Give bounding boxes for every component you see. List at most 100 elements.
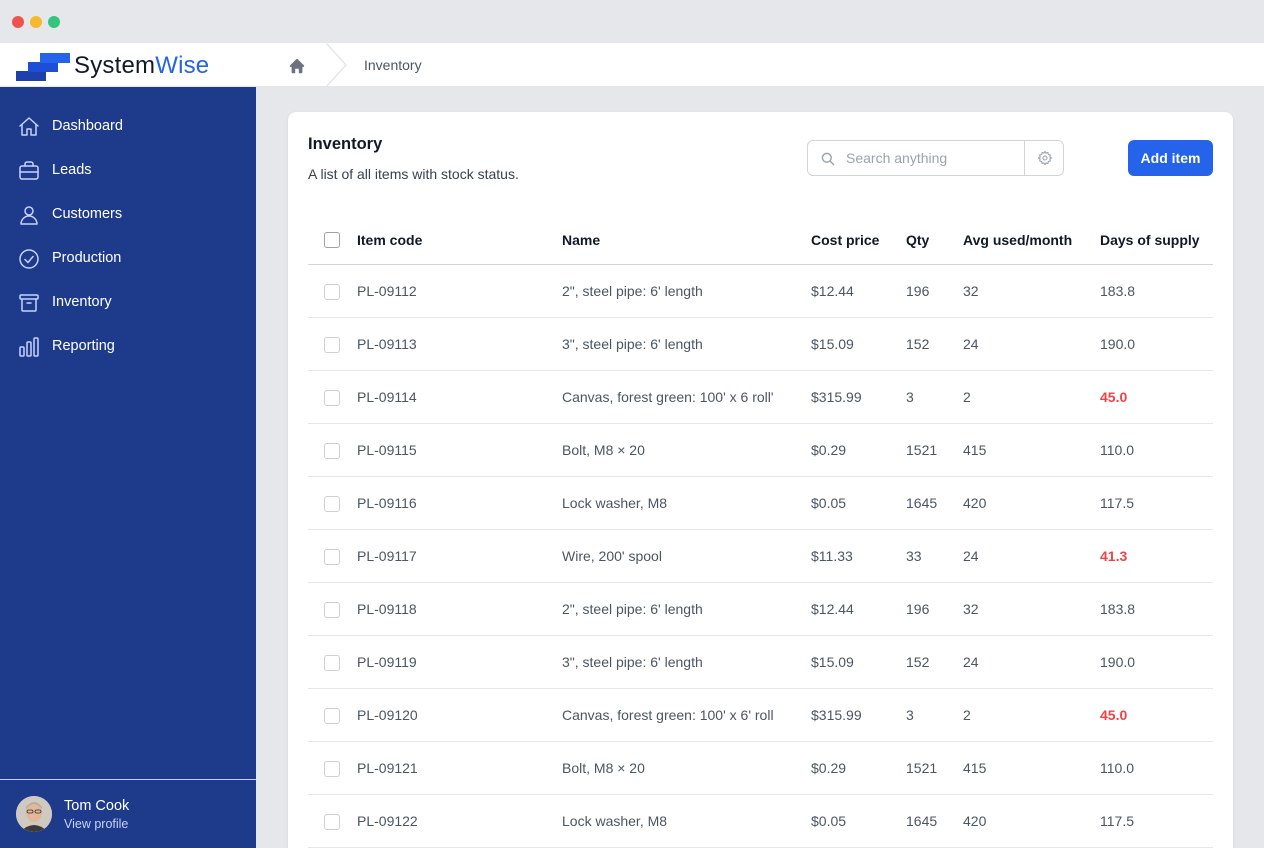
row-checkbox[interactable] bbox=[324, 814, 340, 830]
avg-used-cell: 24 bbox=[963, 654, 979, 670]
home-icon[interactable] bbox=[288, 57, 306, 75]
sidebar-item-label: Customers bbox=[52, 206, 123, 222]
table-row[interactable]: PL-09118 2", steel pipe: 6' length $12.44 1… bbox=[308, 583, 1213, 636]
page-title: Inventory bbox=[308, 135, 383, 153]
cost-price-cell: $12.44 bbox=[811, 283, 854, 299]
cost-price-cell: $12.44 bbox=[811, 601, 854, 617]
inventory-table: Item code Name Cost price Qty Avg used/m… bbox=[308, 212, 1213, 848]
days-of-supply-cell: 110.0 bbox=[1100, 442, 1134, 458]
days-of-supply-cell: 45.0 bbox=[1100, 389, 1128, 405]
table-row[interactable]: PL-09112 2", steel pipe: 6' length $12.44 1… bbox=[308, 265, 1213, 318]
column-header-cost-price[interactable]: Cost price bbox=[811, 232, 880, 248]
search-settings-button[interactable] bbox=[1024, 141, 1063, 175]
sidebar-item-reporting[interactable]: Reporting bbox=[0, 327, 256, 367]
maximize-window-button[interactable] bbox=[48, 16, 60, 28]
qty-cell: 1645 bbox=[906, 495, 938, 511]
row-checkbox[interactable] bbox=[324, 549, 340, 565]
column-header-item-code[interactable]: Item code bbox=[357, 232, 423, 248]
sidebar-item-leads[interactable]: Leads bbox=[0, 151, 256, 191]
cost-price-cell: $0.29 bbox=[811, 442, 847, 458]
row-checkbox[interactable] bbox=[324, 655, 340, 671]
days-of-supply-cell: 183.8 bbox=[1100, 283, 1136, 299]
sidebar-item-label: Inventory bbox=[52, 294, 112, 310]
row-checkbox[interactable] bbox=[324, 496, 340, 512]
table-row[interactable]: PL-09117 Wire, 200' spool $11.33 33 24 41.3 bbox=[308, 530, 1213, 583]
cost-price-cell: $11.33 bbox=[811, 548, 853, 564]
table-row[interactable]: PL-09119 3", steel pipe: 6' length $15.09 1… bbox=[308, 636, 1213, 689]
row-checkbox[interactable] bbox=[324, 708, 340, 724]
item-code-cell: PL-09122 bbox=[357, 813, 418, 829]
row-checkbox[interactable] bbox=[324, 602, 340, 618]
sidebar-item-dashboard[interactable]: Dashboard bbox=[0, 107, 256, 147]
sidebar-item-label: Production bbox=[52, 250, 122, 266]
item-code-cell: PL-09119 bbox=[357, 654, 417, 670]
row-checkbox[interactable] bbox=[324, 761, 340, 777]
qty-cell: 152 bbox=[906, 654, 930, 670]
column-header-avg-used[interactable]: Avg used/month bbox=[963, 232, 1073, 248]
cost-price-cell: $315.99 bbox=[811, 389, 862, 405]
add-item-button[interactable]: Add item bbox=[1128, 140, 1213, 176]
days-of-supply-cell: 117.5 bbox=[1100, 495, 1134, 511]
avg-used-cell: 24 bbox=[963, 336, 979, 352]
item-name-cell: 2", steel pipe: 6' length bbox=[562, 283, 703, 299]
column-header-days-of-supply[interactable]: Days of supply bbox=[1100, 232, 1200, 248]
sidebar-item-label: Reporting bbox=[52, 338, 115, 354]
row-checkbox[interactable] bbox=[324, 390, 340, 406]
item-name-cell: Canvas, forest green: 100' x 6' roll bbox=[562, 707, 774, 723]
item-code-cell: PL-09115 bbox=[357, 442, 417, 458]
item-name-cell: Bolt, M8 × 20 bbox=[562, 760, 645, 776]
breadcrumb-current[interactable]: Inventory bbox=[364, 57, 422, 73]
table-row[interactable]: PL-09120 Canvas, forest green: 100' x 6' … bbox=[308, 689, 1213, 742]
item-name-cell: Wire, 200' spool bbox=[562, 548, 662, 564]
select-all-checkbox[interactable] bbox=[324, 232, 340, 248]
item-name-cell: Lock washer, M8 bbox=[562, 495, 668, 511]
item-name-cell: Canvas, forest green: 100' x 6 roll' bbox=[562, 389, 774, 405]
qty-cell: 196 bbox=[906, 601, 930, 617]
cost-price-cell: $0.05 bbox=[811, 813, 847, 829]
row-checkbox[interactable] bbox=[324, 337, 340, 353]
row-checkbox[interactable] bbox=[324, 443, 340, 459]
table-row[interactable]: PL-09121 Bolt, M8 × 20 $0.29 1521 415 110.0 bbox=[308, 742, 1213, 795]
table-row[interactable]: PL-09122 Lock washer, M8 $0.05 1645 420 117.5 bbox=[308, 795, 1213, 848]
user-profile[interactable]: Tom Cook View profile bbox=[0, 779, 256, 848]
qty-cell: 1521 bbox=[906, 760, 938, 776]
column-header-name[interactable]: Name bbox=[562, 232, 601, 248]
view-profile-link[interactable]: View profile bbox=[64, 817, 129, 831]
table-row[interactable]: PL-09116 Lock washer, M8 $0.05 1645 420 117.5 bbox=[308, 477, 1213, 530]
avg-used-cell: 420 bbox=[963, 813, 987, 829]
home-icon bbox=[19, 117, 39, 136]
search-input[interactable] bbox=[846, 141, 1024, 175]
table-row[interactable]: PL-09113 3", steel pipe: 6' length $15.09 1… bbox=[308, 318, 1213, 371]
search-box bbox=[807, 140, 1064, 176]
qty-cell: 3 bbox=[906, 389, 914, 405]
brand-logo[interactable]: SystemWise bbox=[16, 49, 256, 81]
table-header: Item code Name Cost price Qty Avg used/m… bbox=[308, 212, 1213, 265]
user-icon bbox=[20, 206, 38, 225]
table-row[interactable]: PL-09115 Bolt, M8 × 20 $0.29 1521 415 110.0 bbox=[308, 424, 1213, 477]
user-name: Tom Cook bbox=[64, 798, 130, 814]
sidebar-item-customers[interactable]: Customers bbox=[0, 195, 256, 235]
brand-name: SystemWise bbox=[74, 52, 210, 79]
table-row[interactable]: PL-09114 Canvas, forest green: 100' x 6 r… bbox=[308, 371, 1213, 424]
item-code-cell: PL-09112 bbox=[357, 283, 417, 299]
avatar bbox=[16, 796, 52, 832]
item-code-cell: PL-09113 bbox=[357, 336, 417, 352]
qty-cell: 196 bbox=[906, 283, 930, 299]
item-name-cell: Lock washer, M8 bbox=[562, 813, 668, 829]
avg-used-cell: 415 bbox=[963, 760, 987, 776]
avg-used-cell: 420 bbox=[963, 495, 987, 511]
sidebar-item-production[interactable]: Production bbox=[0, 239, 256, 279]
search-icon bbox=[821, 152, 835, 166]
qty-cell: 1521 bbox=[906, 442, 938, 458]
sidebar: Dashboard Leads Customers Production Inv… bbox=[0, 87, 256, 848]
qty-cell: 3 bbox=[906, 707, 914, 723]
row-checkbox[interactable] bbox=[324, 284, 340, 300]
close-window-button[interactable] bbox=[12, 16, 24, 28]
minimize-window-button[interactable] bbox=[30, 16, 42, 28]
qty-cell: 1645 bbox=[906, 813, 938, 829]
avg-used-cell: 32 bbox=[963, 283, 979, 299]
avg-used-cell: 2 bbox=[963, 389, 971, 405]
column-header-qty[interactable]: Qty bbox=[906, 232, 930, 248]
check-circle-icon bbox=[19, 249, 39, 269]
sidebar-item-inventory[interactable]: Inventory bbox=[0, 283, 256, 323]
